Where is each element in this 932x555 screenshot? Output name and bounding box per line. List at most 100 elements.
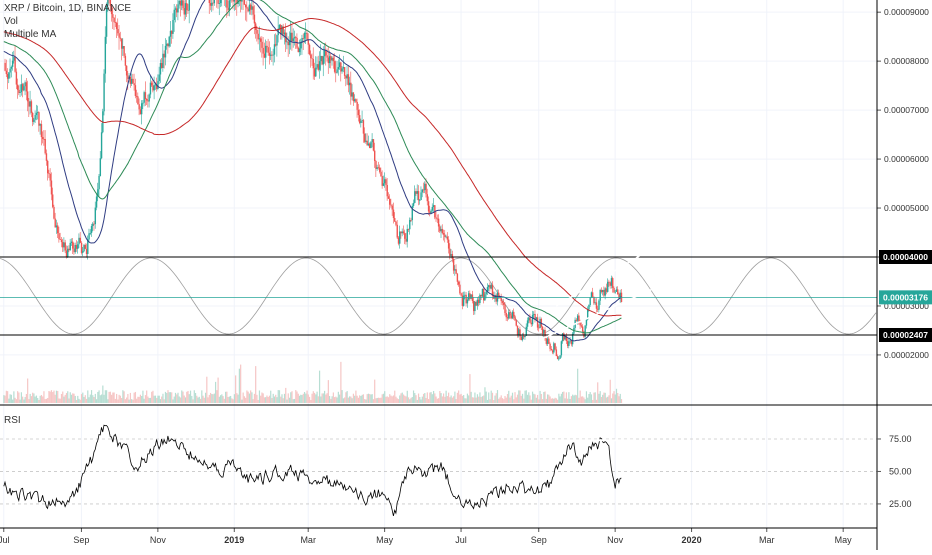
volume-bar [77,396,78,403]
candle-body [477,300,478,306]
volume-bar [192,399,193,403]
volume-bar [172,399,173,403]
volume-bar [283,398,284,403]
volume-bar [224,399,225,403]
volume-bar [387,396,388,403]
candle-body [171,31,172,34]
volume-bar [78,399,79,403]
candle-body [613,288,614,292]
candle-body [132,79,133,83]
volume-bar [316,392,317,403]
volume-bar [63,397,64,403]
volume-bar [404,396,405,403]
candle-body [62,242,63,247]
volume-bar [453,396,454,403]
volume-bar [52,392,53,403]
candle-body [91,226,92,233]
candle-body [559,355,560,358]
volume-bar [502,398,503,403]
volume-bar [106,390,107,403]
candle-body [360,121,361,123]
volume-bar [551,399,552,403]
candle-body [340,62,341,71]
candle-body [350,83,351,97]
volume-bar [321,393,322,403]
candle-body [539,319,540,328]
volume-bar [166,393,167,403]
volume-bar [345,392,346,403]
volume-bar [154,396,155,403]
volume-bar [156,398,157,403]
volume-bar [115,399,116,403]
volume-bar [162,394,163,403]
volume-bar [570,399,571,403]
volume-bar [32,393,33,403]
candle-body [368,144,369,146]
volume-bar [215,382,216,403]
candle-body [423,190,424,191]
volume-bar [354,396,355,403]
candle-body [612,278,613,288]
candle-body [349,83,350,85]
volume-bar [12,400,13,403]
candle-body [379,168,380,172]
volume-bar [101,394,102,403]
volume-bar [392,396,393,403]
volume-bar [612,393,613,403]
volume-bar [174,397,175,403]
volume-bar [529,395,530,403]
candle-body [4,63,5,71]
volume-bar [112,392,113,403]
volume-bar [488,392,489,403]
candle-body [417,191,418,194]
volume-bar [93,397,94,403]
volume-bar [5,396,6,403]
volume-bar [487,400,488,403]
x-tick-label: Sep [73,535,89,545]
volume-bar [521,396,522,403]
candle-body [502,301,503,303]
candle-body [449,249,450,256]
volume-bar [536,398,537,403]
candle-body [289,41,290,45]
candle-body [549,344,550,349]
candle-body [80,238,81,243]
candle-body [303,38,304,39]
volume-bar [561,394,562,403]
candle-body [380,172,381,176]
volume-bar [412,397,413,403]
volume-bar [202,396,203,403]
volume-bar [332,396,333,403]
candle-body [331,58,332,61]
volume-bar [477,394,478,403]
volume-bar [291,391,292,403]
candle-body [181,0,182,5]
candle-body [348,74,349,85]
candle-body [186,3,187,10]
candle-body [214,0,215,3]
volume-bar [435,397,436,403]
volume-bar [105,390,106,403]
volume-bar [216,390,217,403]
volume-bar [433,391,434,403]
volume-bar [607,397,608,403]
candle-body [81,243,82,253]
volume-bar [357,396,358,403]
candle-body [308,40,309,45]
candle-body [592,292,593,296]
candle-body [356,102,357,110]
candle-body [398,238,399,244]
volume-bar [196,396,197,403]
volume-bar [114,392,115,403]
candle-body [24,82,25,86]
candle-body [90,233,91,234]
candle-body [146,99,147,100]
candle-body [21,84,22,92]
candle-body [265,46,266,58]
candle-body [164,54,165,58]
volume-bar [457,393,458,403]
volume-bar [555,398,556,403]
volume-bar [189,394,190,403]
